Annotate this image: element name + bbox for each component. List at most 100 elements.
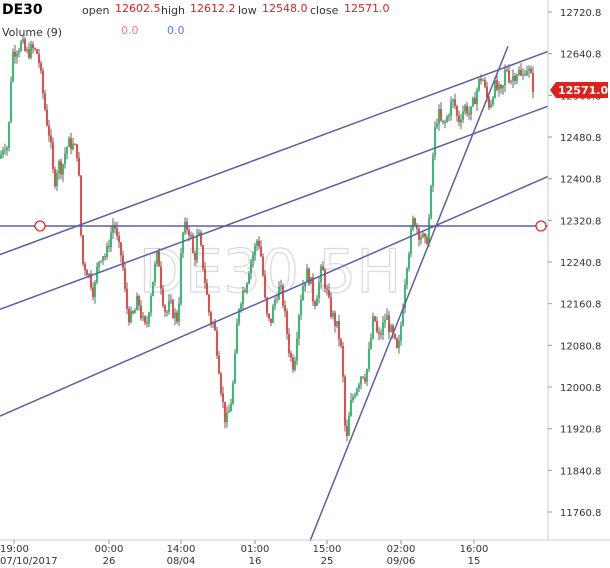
candle-body <box>68 138 70 147</box>
candle-body <box>38 53 40 64</box>
candle-body <box>488 97 490 108</box>
y-tick-label: 11920.8 <box>560 425 601 436</box>
candle-body <box>116 228 118 237</box>
x-tick-date: 08/04 <box>167 556 196 567</box>
candle-body <box>6 147 8 151</box>
y-tick-label: 12480.8 <box>560 133 601 144</box>
candle-body <box>354 395 356 397</box>
trendline[interactable] <box>0 105 549 310</box>
candle-body <box>156 251 158 265</box>
candle-body <box>54 168 56 187</box>
trendline[interactable] <box>309 45 509 542</box>
trendline[interactable] <box>0 175 549 417</box>
candle-body <box>132 311 134 314</box>
candle-body <box>368 348 370 370</box>
x-tick-time: 19:00 <box>0 544 29 555</box>
candle-body <box>434 127 436 156</box>
candle-body <box>468 113 470 115</box>
candle-body <box>520 70 522 76</box>
candle-body <box>30 44 32 58</box>
candle-body <box>148 312 150 324</box>
candle-body <box>92 287 94 297</box>
candle-body <box>390 325 392 333</box>
y-tick-label: 12000.8 <box>560 383 601 394</box>
candle-body <box>252 255 254 262</box>
candle-body <box>500 84 502 89</box>
candle-body <box>506 69 508 71</box>
candle-body <box>292 357 294 370</box>
candle-body <box>72 144 74 149</box>
x-tick-time: 01:00 <box>241 544 270 555</box>
candle-body <box>478 78 480 90</box>
candle-body <box>426 237 428 244</box>
x-tick-time: 14:00 <box>167 544 196 555</box>
x-tick-date: 25 <box>321 556 334 567</box>
candle-body <box>192 235 194 253</box>
candle-body <box>436 123 438 128</box>
candle-body <box>326 288 328 290</box>
candle-body <box>404 284 406 309</box>
candle-body <box>298 315 300 339</box>
current-price-tag <box>550 82 608 99</box>
candle-body <box>532 73 534 93</box>
candle-body <box>480 78 482 81</box>
line-handle[interactable] <box>34 220 46 232</box>
candle-body <box>490 104 492 108</box>
candle-body <box>528 68 530 71</box>
candle-body <box>412 218 414 230</box>
candle-body <box>224 401 226 423</box>
candle-body <box>344 376 346 426</box>
candle-body <box>290 353 292 358</box>
candle-body <box>530 68 532 74</box>
candle-body <box>476 89 478 105</box>
trendline[interactable] <box>0 50 549 256</box>
candle-body <box>96 267 98 283</box>
candle-body <box>214 322 216 331</box>
candle-body <box>170 300 172 302</box>
candle-body <box>320 266 322 283</box>
candle-body <box>12 51 14 82</box>
candle-body <box>70 138 72 149</box>
candle-body <box>492 97 494 105</box>
candle-body <box>74 144 76 146</box>
candle-body <box>342 345 344 377</box>
y-tick-label: 12320.8 <box>560 216 601 227</box>
candle-body <box>502 85 504 89</box>
candle-body <box>318 282 320 299</box>
candle-body <box>60 161 62 175</box>
candle-body <box>162 288 164 306</box>
candle-body <box>420 237 422 240</box>
candle-body <box>90 273 92 288</box>
candle-body <box>308 268 310 284</box>
open-value: 12602.5 <box>115 2 161 15</box>
candle-body <box>428 218 430 244</box>
candle-body <box>294 360 296 370</box>
candle-body <box>334 312 336 326</box>
candle-body <box>504 69 506 86</box>
candle-body <box>172 300 174 318</box>
candle-body <box>136 296 138 311</box>
volume-value-a: 0.0 <box>121 24 139 37</box>
candles-layer <box>0 35 534 442</box>
candle-body <box>332 312 334 317</box>
candle-body <box>302 286 304 301</box>
line-handle[interactable] <box>535 220 547 232</box>
x-tick-time: 02:00 <box>387 544 416 555</box>
candle-body <box>184 221 186 233</box>
x-tick-time: 16:00 <box>460 544 489 555</box>
candle-body <box>486 86 488 98</box>
close-value: 12571.0 <box>344 2 390 15</box>
candle-body <box>46 109 48 126</box>
candle-body <box>362 376 364 378</box>
candle-body <box>220 373 222 394</box>
candle-body <box>256 240 258 246</box>
candle-body <box>474 97 476 105</box>
candle-body <box>380 333 382 335</box>
candle-body <box>456 106 458 116</box>
candle-body <box>26 49 28 51</box>
y-tick-label: 12720.8 <box>560 8 601 19</box>
candle-body <box>452 99 454 102</box>
candle-body <box>22 39 24 43</box>
